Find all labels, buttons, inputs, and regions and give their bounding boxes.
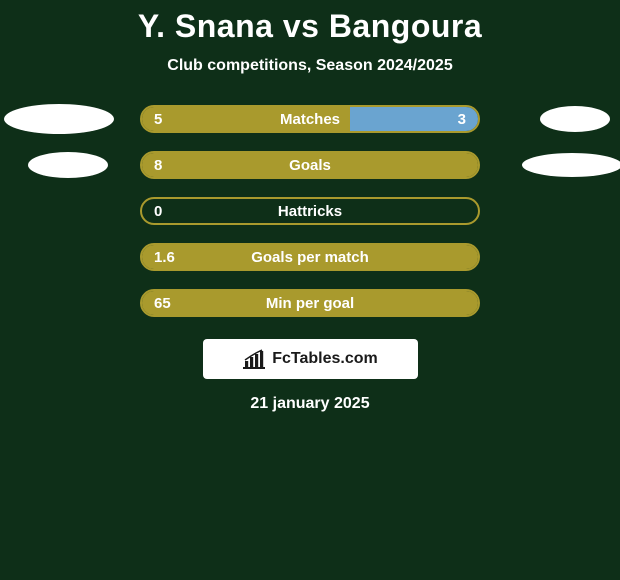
bar-chart-icon (242, 349, 266, 369)
subtitle: Club competitions, Season 2024/2025 (167, 57, 452, 75)
logo-text: FcTables.com (272, 350, 378, 368)
stat-bar: 5 3 Matches (140, 105, 480, 133)
left-ellipse (28, 152, 108, 178)
fctables-logo-link[interactable]: FcTables.com (203, 339, 418, 379)
stat-left-value: 5 (154, 111, 162, 128)
stat-label: Hattricks (278, 203, 342, 220)
stat-row: 0 Hattricks (0, 197, 620, 225)
stat-bar: 1.6 Goals per match (140, 243, 480, 271)
stat-row: 1.6 Goals per match (0, 243, 620, 271)
stat-label: Min per goal (266, 295, 354, 312)
content-root: Y. Snana vs Bangoura Club competitions, … (0, 0, 620, 580)
stat-label: Goals (289, 157, 331, 174)
page-title: Y. Snana vs Bangoura (138, 8, 482, 45)
stat-left-value: 0 (154, 203, 162, 220)
stat-label: Goals per match (251, 249, 369, 266)
stat-rows: 5 3 Matches 8 Goals 0 Hattricks 1.6 Goals per ma… (0, 105, 620, 317)
right-ellipse (522, 153, 620, 177)
stat-bar: 65 Min per goal (140, 289, 480, 317)
stat-bar: 8 Goals (140, 151, 480, 179)
stat-left-value: 65 (154, 295, 171, 312)
stat-row: 65 Min per goal (0, 289, 620, 317)
stat-right-value: 3 (458, 111, 466, 128)
stat-left-value: 1.6 (154, 249, 175, 266)
stat-row: 8 Goals (0, 151, 620, 179)
stat-label: Matches (280, 111, 340, 128)
right-ellipse (540, 106, 610, 132)
left-ellipse (4, 104, 114, 134)
stat-row: 5 3 Matches (0, 105, 620, 133)
date-label: 21 january 2025 (250, 395, 369, 413)
stat-bar: 0 Hattricks (140, 197, 480, 225)
stat-left-value: 8 (154, 157, 162, 174)
